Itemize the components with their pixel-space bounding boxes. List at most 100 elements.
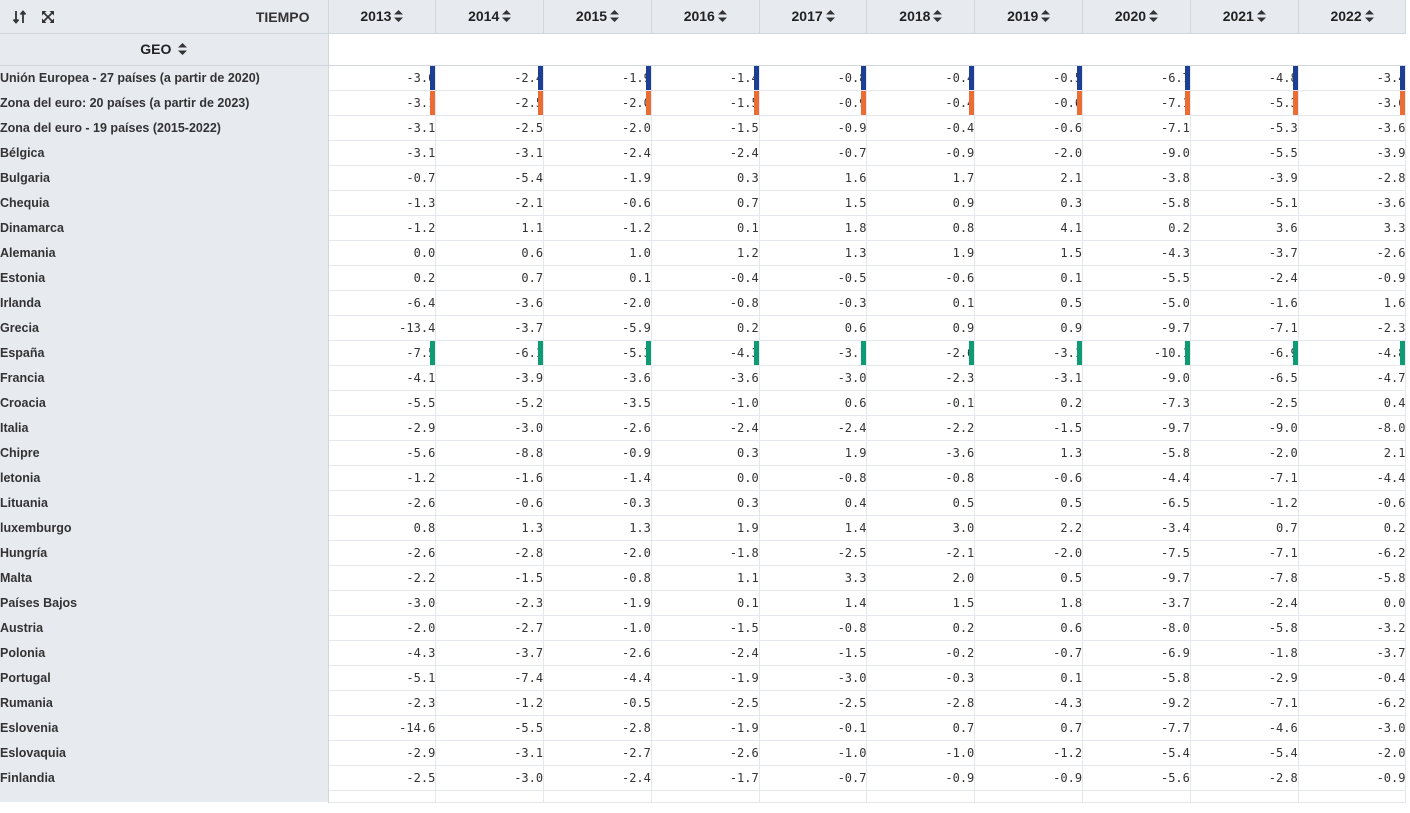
value-cell[interactable]: -0.3	[543, 490, 652, 516]
value-cell[interactable]: -3.0	[328, 590, 437, 616]
value-cell[interactable]: 0.8	[866, 215, 976, 241]
value-cell[interactable]: -2.8	[543, 715, 652, 741]
value-cell[interactable]: -3.8	[1082, 165, 1191, 191]
value-cell[interactable]: 0.5	[974, 290, 1084, 316]
value-cell[interactable]: -2.6	[543, 640, 652, 666]
value-cell[interactable]: -3.7	[1190, 240, 1299, 266]
sort-arrows-icon[interactable]	[933, 10, 943, 23]
geo-row-label[interactable]: Bélgica	[0, 140, 329, 165]
value-cell[interactable]: 0.9	[974, 315, 1084, 341]
value-cell[interactable]: -0.8	[651, 290, 760, 316]
value-cell[interactable]: -4.4	[543, 665, 652, 691]
value-cell[interactable]: 3.6	[1190, 215, 1299, 241]
geo-row-label[interactable]: Alemania	[0, 240, 329, 265]
value-cell[interactable]: -0.7	[974, 640, 1084, 666]
geo-row-label[interactable]: Finlandia	[0, 765, 329, 790]
value-cell[interactable]: -2.5	[759, 540, 868, 566]
sort-arrows-icon[interactable]	[394, 10, 404, 23]
value-cell[interactable]: 0.5	[866, 490, 976, 516]
year-column-header[interactable]: 2013	[328, 0, 437, 34]
value-cell[interactable]: -2.6	[1298, 240, 1407, 266]
value-cell[interactable]: -2.2	[328, 565, 437, 591]
value-cell[interactable]: -7.7	[1082, 715, 1191, 741]
value-cell[interactable]: 3.3	[1298, 215, 1407, 241]
value-cell[interactable]	[328, 790, 437, 803]
value-cell[interactable]: 3.0	[866, 515, 976, 541]
value-cell[interactable]: -1.2	[328, 465, 437, 491]
value-cell[interactable]: -2.6	[328, 490, 437, 516]
value-cell[interactable]: 0.2	[866, 615, 976, 641]
value-cell[interactable]: -1.9	[651, 665, 760, 691]
value-cell[interactable]: -6.9	[1082, 640, 1191, 666]
value-cell[interactable]: 1.6	[1298, 290, 1407, 316]
value-cell[interactable]: -3.1	[328, 140, 437, 166]
value-cell[interactable]: -5.8	[1082, 440, 1191, 466]
value-cell[interactable]: 1.9	[651, 515, 760, 541]
value-cell[interactable]: -6.5	[1190, 365, 1299, 391]
value-cell[interactable]: -2.8	[1190, 765, 1299, 791]
value-cell[interactable]: 0.2	[651, 315, 760, 341]
value-cell[interactable]: -2.3	[435, 590, 545, 616]
value-cell[interactable]: -2.9	[328, 415, 437, 441]
value-cell[interactable]: 0.3	[651, 165, 760, 191]
value-cell[interactable]: -0.9	[759, 90, 868, 116]
value-cell[interactable]: 2.2	[974, 515, 1084, 541]
value-cell[interactable]: 1.3	[759, 240, 868, 266]
value-cell[interactable]: -0.3	[759, 290, 868, 316]
value-cell[interactable]: -5.1	[328, 665, 437, 691]
value-cell[interactable]: -2.4	[651, 140, 760, 166]
value-cell[interactable]: 0.0	[328, 240, 437, 266]
value-cell[interactable]: -2.4	[543, 140, 652, 166]
value-cell[interactable]: -3.7	[435, 640, 545, 666]
year-column-header[interactable]: 2019	[974, 0, 1084, 34]
value-cell[interactable]: 0.1	[543, 265, 652, 291]
value-cell[interactable]	[1190, 790, 1299, 803]
value-cell[interactable]: 0.6	[759, 315, 868, 341]
geo-row-label[interactable]: Estonia	[0, 265, 329, 290]
year-column-header[interactable]: 2020	[1082, 0, 1191, 34]
value-cell[interactable]: -0.1	[866, 390, 976, 416]
expand-arrows-icon[interactable]	[40, 9, 56, 25]
value-cell[interactable]: -2.7	[543, 740, 652, 766]
sort-arrows-icon[interactable]	[178, 43, 188, 55]
value-cell[interactable]: -1.8	[1190, 640, 1299, 666]
value-cell[interactable]: -2.5	[435, 115, 545, 141]
value-cell[interactable]: 1.6	[759, 165, 868, 191]
geo-row-label[interactable]: Croacia	[0, 390, 329, 415]
value-cell[interactable]: -0.9	[974, 765, 1084, 791]
value-cell[interactable]: 1.2	[651, 240, 760, 266]
geo-row-label[interactable]: Chequia	[0, 190, 329, 215]
value-cell[interactable]: -0.1	[759, 715, 868, 741]
value-cell[interactable]: -3.1	[759, 340, 868, 366]
geo-row-label[interactable]: Rumania	[0, 690, 329, 715]
value-cell[interactable]	[866, 790, 976, 803]
sort-arrows-icon[interactable]	[1149, 10, 1159, 23]
value-cell[interactable]: 0.2	[1082, 215, 1191, 241]
value-cell[interactable]: -2.7	[435, 615, 545, 641]
value-cell[interactable]: -5.2	[435, 390, 545, 416]
value-cell[interactable]: 0.9	[866, 315, 976, 341]
value-cell[interactable]: -7.1	[1190, 315, 1299, 341]
value-cell[interactable]: -5.6	[1082, 765, 1191, 791]
value-cell[interactable]: -7.4	[435, 665, 545, 691]
value-cell[interactable]: -3.4	[1298, 65, 1407, 91]
value-cell[interactable]: -0.9	[759, 115, 868, 141]
value-cell[interactable]: -2.1	[866, 540, 976, 566]
value-cell[interactable]: 1.0	[543, 240, 652, 266]
value-cell[interactable]: -0.4	[1298, 665, 1407, 691]
value-cell[interactable]: -5.6	[328, 440, 437, 466]
value-cell[interactable]: -4.4	[1298, 465, 1407, 491]
value-cell[interactable]: -6.2	[1298, 540, 1407, 566]
value-cell[interactable]: -1.0	[651, 390, 760, 416]
value-cell[interactable]: -3.1	[328, 90, 437, 116]
value-cell[interactable]: 0.6	[759, 390, 868, 416]
value-cell[interactable]: -7.5	[328, 340, 437, 366]
value-cell[interactable]: -9.7	[1082, 565, 1191, 591]
value-cell[interactable]: -3.7	[1082, 590, 1191, 616]
value-cell[interactable]: -14.6	[328, 715, 437, 741]
value-cell[interactable]: -5.8	[1082, 190, 1191, 216]
value-cell[interactable]: 1.9	[759, 440, 868, 466]
value-cell[interactable]: -2.3	[328, 690, 437, 716]
year-column-header[interactable]: 2018	[866, 0, 976, 34]
value-cell[interactable]: -2.3	[866, 365, 976, 391]
